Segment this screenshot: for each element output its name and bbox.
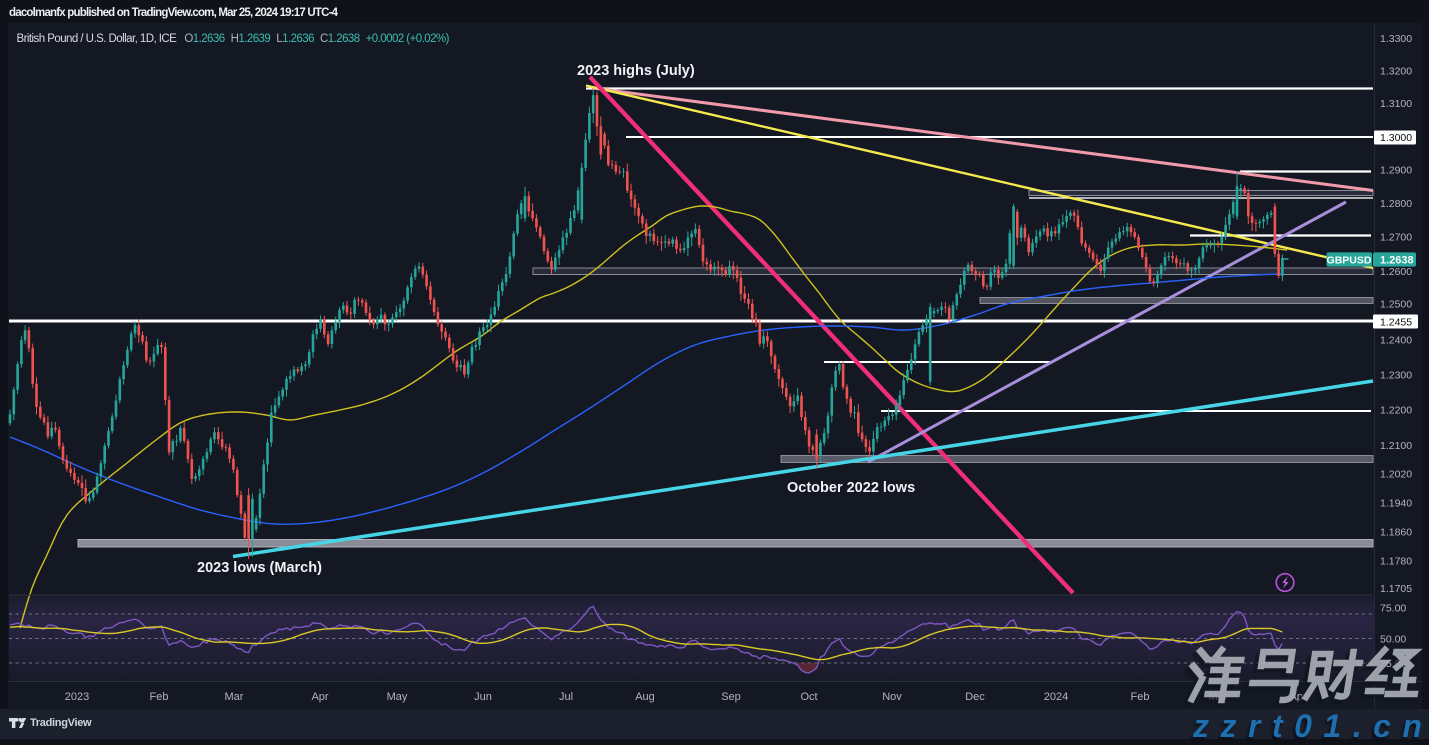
- svg-text:1.3000: 1.3000: [1380, 132, 1412, 144]
- svg-text:Feb: Feb: [1131, 691, 1150, 703]
- svg-text:May: May: [387, 691, 408, 703]
- svg-text:75.00: 75.00: [1380, 603, 1406, 615]
- svg-text:1.2700: 1.2700: [1380, 232, 1412, 244]
- svg-text:1.3100: 1.3100: [1380, 98, 1412, 110]
- svg-text:1.2500: 1.2500: [1380, 299, 1412, 311]
- svg-text:Sep: Sep: [721, 691, 741, 703]
- svg-text:1.1940: 1.1940: [1380, 497, 1412, 509]
- svg-text:1.2638: 1.2638: [1380, 255, 1414, 267]
- svg-text:1.2200: 1.2200: [1380, 405, 1412, 417]
- svg-text:1.2900: 1.2900: [1380, 165, 1412, 177]
- svg-text:GBPUSD: GBPUSD: [1327, 255, 1372, 267]
- svg-text:2024: 2024: [1044, 691, 1068, 703]
- svg-text:2023 highs (July): 2023 highs (July): [577, 63, 695, 79]
- svg-text:1.1860: 1.1860: [1380, 526, 1412, 538]
- svg-text:1.2800: 1.2800: [1380, 198, 1412, 210]
- svg-text:Mar: Mar: [225, 691, 244, 703]
- svg-text:Dec: Dec: [965, 691, 985, 703]
- svg-text:Aug: Aug: [635, 691, 655, 703]
- svg-text:Jun: Jun: [474, 691, 492, 703]
- svg-text:1.3200: 1.3200: [1380, 66, 1412, 78]
- svg-text:Feb: Feb: [150, 691, 169, 703]
- svg-text:1.1780: 1.1780: [1380, 556, 1412, 568]
- svg-text:1.1705: 1.1705: [1380, 583, 1412, 595]
- svg-text:1.2400: 1.2400: [1380, 335, 1412, 347]
- svg-text:Jul: Jul: [559, 691, 573, 703]
- svg-text:October 2022 lows: October 2022 lows: [787, 480, 915, 496]
- svg-text:British Pound / U.S. Dollar, 1: British Pound / U.S. Dollar, 1D, ICE O1.2…: [17, 33, 450, 45]
- svg-text:Oct: Oct: [800, 691, 817, 703]
- svg-text:50.00: 50.00: [1380, 634, 1406, 646]
- svg-text:2023 lows (March): 2023 lows (March): [197, 560, 322, 576]
- svg-text:2023: 2023: [65, 691, 89, 703]
- svg-text:1.2600: 1.2600: [1380, 266, 1412, 278]
- svg-text:Apr: Apr: [311, 691, 328, 703]
- svg-text:1.2300: 1.2300: [1380, 370, 1412, 382]
- svg-text:1.2455: 1.2455: [1380, 317, 1412, 329]
- svg-text:Nov: Nov: [882, 691, 902, 703]
- svg-text:1.2020: 1.2020: [1380, 469, 1412, 481]
- svg-text:1.3300: 1.3300: [1380, 33, 1412, 45]
- svg-text:1.2100: 1.2100: [1380, 440, 1412, 452]
